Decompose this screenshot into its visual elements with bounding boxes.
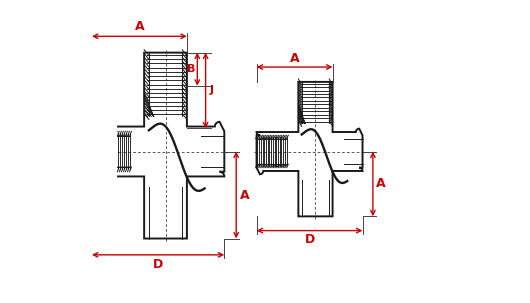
Text: B: B [187, 64, 195, 74]
Polygon shape [92, 53, 224, 238]
Text: J: J [209, 85, 214, 95]
Text: A: A [376, 178, 385, 190]
Text: A: A [240, 188, 249, 201]
Text: A: A [135, 20, 144, 33]
Text: A: A [290, 52, 299, 65]
Text: D: D [153, 258, 163, 271]
Polygon shape [257, 82, 363, 216]
Text: D: D [304, 233, 315, 246]
